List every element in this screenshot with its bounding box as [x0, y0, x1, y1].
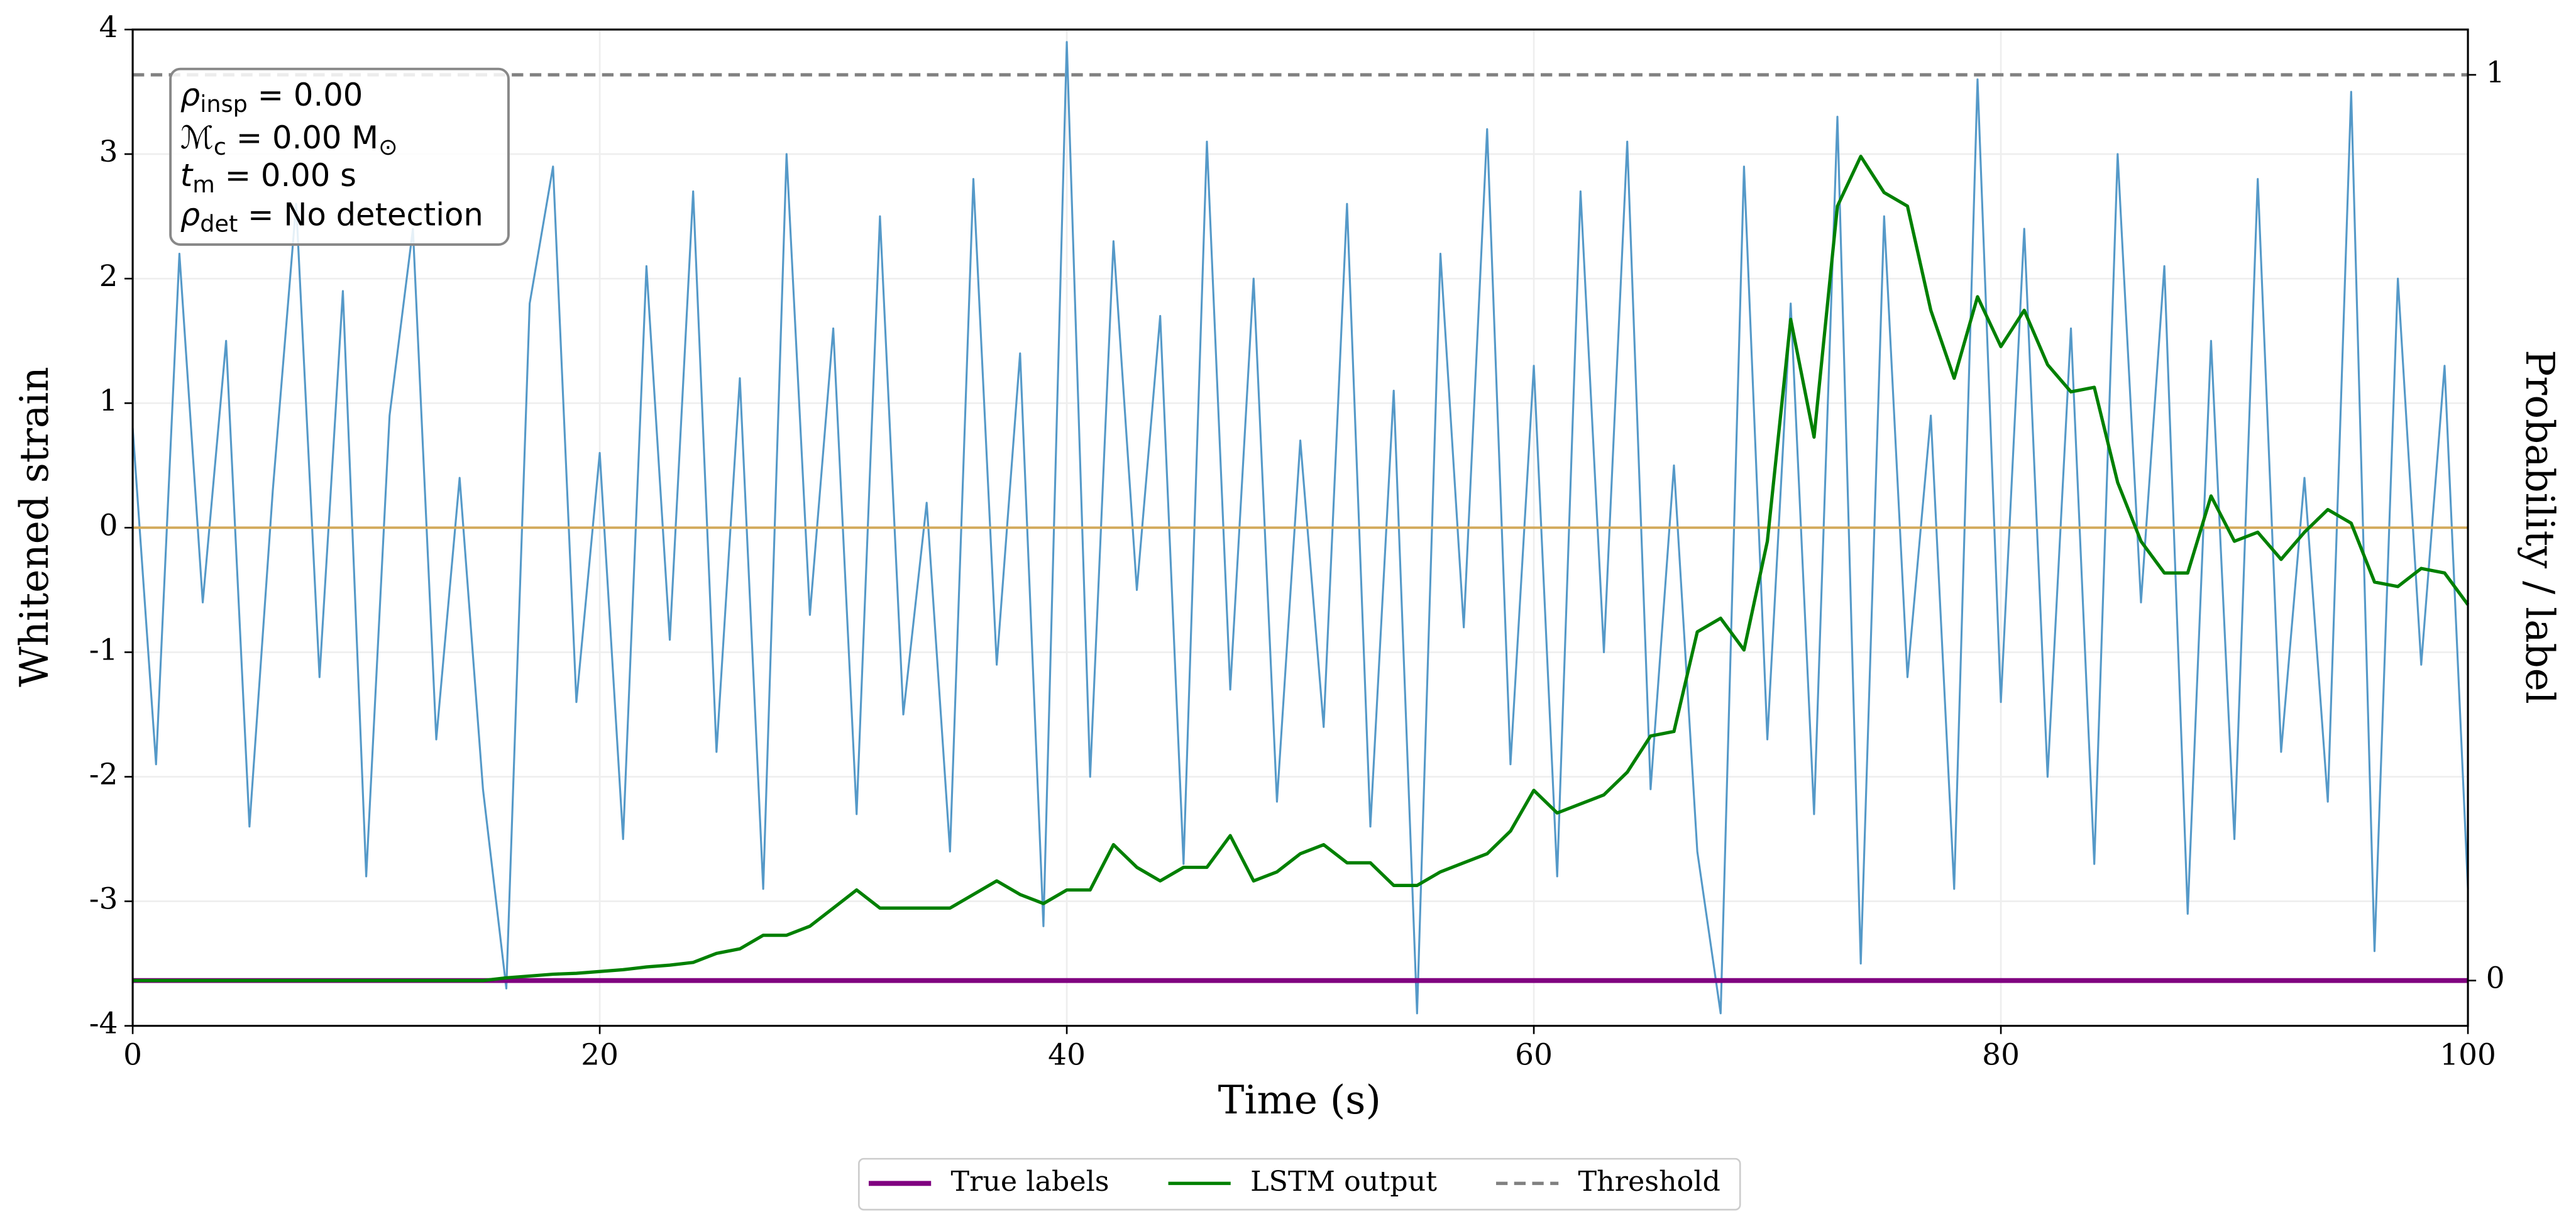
- annotation-part: insp: [200, 91, 248, 118]
- annotation-line: ρinsp = 0.00: [180, 77, 363, 118]
- plot-frame: [131, 28, 2469, 1027]
- annotation-line: ρdet = No detection: [180, 196, 483, 237]
- strain-line: [131, 41, 2469, 1015]
- x-tick-label: 40: [1048, 1037, 1086, 1072]
- annotation-part: det: [200, 210, 238, 237]
- annotation-part: ρ: [180, 77, 200, 113]
- annotation-part: m: [192, 171, 215, 198]
- y2-axis-label: Probability / label: [2517, 350, 2563, 704]
- y2-tick-label: 1: [2486, 55, 2505, 90]
- y-tick-label: 0: [99, 508, 118, 543]
- annotation-part: = No detection: [238, 196, 483, 233]
- legend-frame: [858, 1157, 1741, 1211]
- annotation-part: = 0.00 s: [215, 157, 356, 193]
- y-tick-label: -2: [89, 757, 118, 792]
- legend-label: LSTM output: [1250, 1166, 1437, 1198]
- y-tick-label: 2: [99, 259, 118, 294]
- series-line: [133, 155, 2470, 983]
- annotation-part: ⊙: [378, 133, 398, 160]
- x-axis-label: Time (s): [1218, 1077, 1381, 1123]
- annotation-part: ℳ: [180, 119, 214, 155]
- x-tick-label: 0: [123, 1037, 142, 1072]
- y-tick-label: -4: [89, 1007, 118, 1041]
- annotation-line: tm = 0.00 s: [180, 157, 356, 197]
- annotation-frame: [169, 67, 510, 246]
- annotation-part: ρ: [180, 196, 200, 233]
- y-tick-label: -1: [89, 632, 118, 667]
- y-tick-label: 1: [99, 384, 118, 418]
- y-tick-label: -3: [89, 882, 118, 917]
- x-tick-label: 80: [1982, 1037, 2020, 1072]
- y2-tick-label: 0: [2486, 961, 2505, 996]
- x-tick-label: 20: [581, 1037, 619, 1072]
- annotation-part: = 0.00 M: [226, 119, 378, 155]
- legend-label: Threshold: [1578, 1166, 1720, 1198]
- legend-label: True labels: [951, 1166, 1109, 1198]
- y-tick-label: 3: [99, 135, 118, 169]
- annotation-part: c: [214, 133, 226, 160]
- annotation-part: t: [180, 157, 194, 193]
- annotation-line: ℳc = 0.00 M⊙: [180, 119, 398, 160]
- x-tick-label: 100: [2440, 1037, 2496, 1072]
- y-tick-label: 4: [99, 10, 118, 45]
- x-tick-label: 60: [1515, 1037, 1553, 1072]
- y-axis-label: Whitened strain: [11, 367, 57, 687]
- annotation-part: = 0.00: [248, 77, 363, 113]
- legend: True labels LSTM output Threshold: [858, 1157, 1741, 1211]
